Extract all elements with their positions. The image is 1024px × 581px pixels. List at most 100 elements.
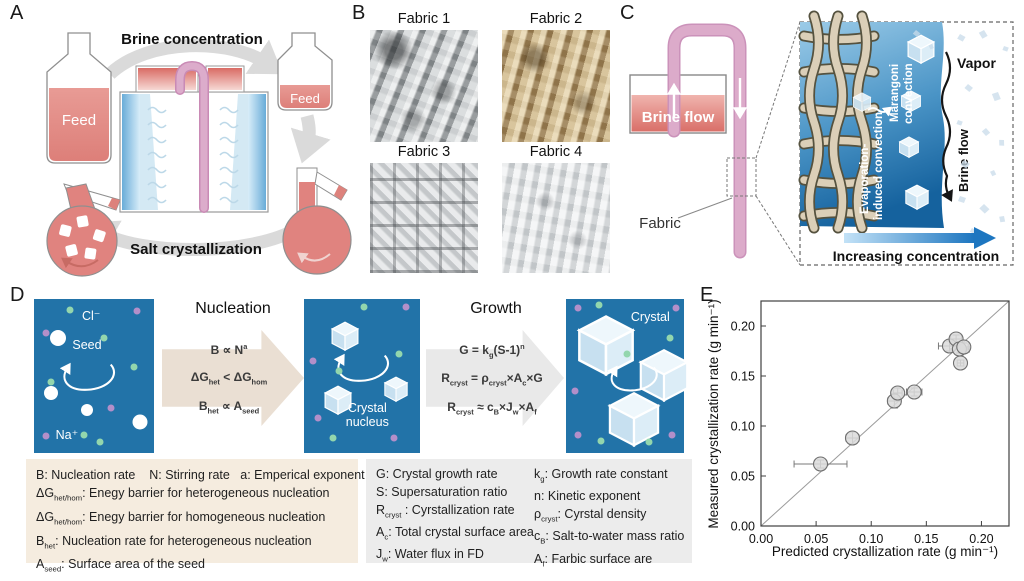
legend-line: kg: Growth rate constant: [534, 466, 682, 488]
panel-label-e: E: [700, 284, 714, 306]
seed-particle: [132, 414, 148, 430]
evaporation-label-line1: Evaporation-: [859, 144, 871, 214]
eq-segment: het: [207, 406, 219, 416]
ion-dot-purple: [574, 431, 582, 439]
eq-segment: seed: [44, 564, 62, 574]
identity-line: [760, 300, 1010, 527]
crystallizer-flask-left: [46, 183, 121, 277]
legend-line: Aseed: Surface area of the seed: [36, 555, 348, 579]
ion-dot-green: [595, 301, 603, 309]
eq-segment: S: Supersaturation ratio: [376, 484, 508, 499]
legend-line: Jw: Water flux in FD: [376, 546, 534, 568]
y-tick-label: 0.15: [731, 370, 755, 384]
eq-segment: n: Kinetic exponent: [534, 489, 641, 504]
eq-segment: w: [512, 407, 519, 417]
eq-segment: ×A: [518, 399, 535, 414]
y-tick-label: 0.10: [731, 420, 755, 434]
woven-fabric: [798, 10, 880, 234]
legend-line: B: Nucleation rate N: Stirring rate a: E…: [36, 466, 365, 484]
eq-segment: : Cyrstal density: [557, 507, 647, 522]
ion-dot-purple: [672, 304, 680, 312]
eq-segment: B ∝ N: [210, 343, 244, 358]
data-point: [956, 339, 972, 355]
ion-dot-purple: [42, 432, 50, 440]
eq-segment: ×J: [499, 399, 513, 414]
ion-dot-green: [623, 350, 631, 358]
solution-box-crystal: Crystal: [566, 299, 689, 453]
zoom-connector-bottom: [755, 195, 801, 266]
brine-flow-arrow: [940, 51, 953, 202]
data-point: [844, 430, 861, 446]
legend-line: n: Kinetic exponent: [534, 488, 682, 506]
data-point: [812, 456, 829, 472]
x-axis-label: Predicted crystallization rate (g min⁻¹): [772, 544, 998, 559]
stir-arrow-icon: [61, 257, 99, 269]
ion-dot-purple: [668, 431, 676, 439]
data-point: [906, 384, 922, 400]
fabric-1-title: Fabric 1: [397, 11, 451, 27]
eq-segment: het/hom: [54, 517, 83, 527]
eq-segment: : Total crystal surface area: [388, 524, 534, 539]
growth-legend-right-column: kg: Growth rate constant n: Kinetic expo…: [534, 466, 684, 568]
growth-legend-left-column: G: Crystal growth rate S: Supersaturatio…: [376, 466, 534, 564]
brine-concentration-label: Brine concentration: [121, 31, 263, 48]
nucleation-title: Nucleation: [195, 300, 271, 317]
equation: Bhet ∝ Aseed: [199, 399, 259, 415]
ion-dot-green: [66, 306, 74, 314]
legend-line: ρcryst: Cyrstal density: [534, 506, 682, 528]
fabric-4-photo: [502, 163, 610, 273]
vapor-label: Vapor: [957, 55, 996, 71]
eq-segment: B: Nucleation rate N: Stirring rate a: E…: [36, 468, 365, 482]
ion-dot-purple: [107, 404, 115, 412]
eq-segment: ΔG: [36, 509, 55, 524]
fabric-tube: [669, 25, 745, 257]
equation: B ∝ Na: [211, 342, 248, 357]
eq-segment: : Growth rate constant: [544, 467, 668, 481]
equation: Rcryst ≈ cB×Jw×Af: [447, 400, 536, 416]
concentration-gradient-arrow: [844, 233, 974, 243]
y-axis-label: Measured crystallization rate (g min⁻¹): [706, 299, 721, 528]
ion-dot-green: [96, 438, 104, 446]
x-tick-label: 0.10: [859, 532, 883, 546]
eq-segment: cryst: [488, 378, 507, 388]
eq-segment: ≈ c: [473, 399, 494, 414]
eq-segment: : Nucleation rate for heterogeneous nucl…: [55, 533, 312, 548]
ion-dot-purple: [314, 414, 322, 422]
salt-crystals: [59, 215, 106, 260]
eq-segment: cryst: [449, 378, 468, 388]
feed-bottle-right: Feed: [277, 32, 333, 111]
crystal-nucleus-label: Crystal nucleus: [346, 401, 389, 429]
panel-c-schematic: Brine flow Fabric: [629, 10, 1014, 266]
ion-dot-purple: [402, 303, 410, 311]
concentration-arrow-head: [974, 227, 996, 249]
eq-segment: ×G: [526, 371, 543, 386]
ion-dot-green: [80, 431, 88, 439]
eq-segment: n: [520, 341, 525, 351]
eq-segment: ∝ A: [218, 399, 243, 414]
eq-segment: het: [44, 541, 56, 551]
panel-a-schematic: Brine concentration Salt crystallization…: [46, 31, 352, 277]
ion-dot-purple: [390, 434, 398, 442]
na-ion-label: Na⁺: [55, 427, 79, 442]
eq-segment: B: [540, 536, 546, 546]
legend-line: S: Supersaturation ratio: [376, 484, 534, 502]
eq-segment: : Water flux in FD: [387, 547, 484, 562]
ion-dot-green: [666, 334, 674, 341]
eq-segment: A: [36, 557, 45, 572]
module-tube: [176, 62, 208, 212]
ion-dot-purple: [309, 357, 317, 365]
equation: G = kg(S-1)n: [459, 342, 524, 359]
eq-segment: c: [534, 529, 541, 544]
fabric-3-photo: [370, 163, 478, 273]
eq-segment: a: [243, 342, 248, 352]
eq-segment: R: [441, 371, 450, 386]
nucleation-equations: B ∝ Na ΔGhet < ΔGhom Bhet ∝ Aseed: [164, 336, 294, 422]
data-point: [952, 355, 969, 371]
eq-segment: k: [534, 467, 541, 481]
crystal-cube-icon: [608, 392, 660, 447]
eq-segment: c: [384, 532, 389, 542]
zoom-connector-top: [755, 21, 801, 159]
legend-line: G: Crystal growth rate: [376, 466, 534, 484]
eq-segment: G: Crystal growth rate: [376, 467, 498, 481]
